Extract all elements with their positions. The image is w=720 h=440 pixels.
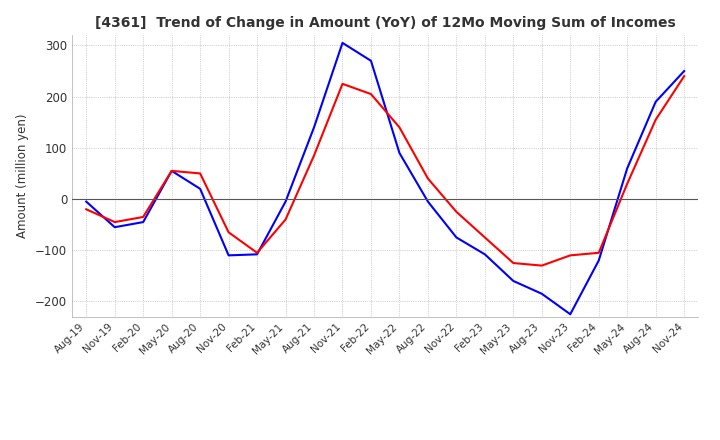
Ordinary Income (139, 220, 148, 225)
Ordinary Income (225, 253, 233, 258)
Ordinary Income (196, 186, 204, 191)
Ordinary Income (338, 40, 347, 45)
Ordinary Income (366, 58, 375, 63)
Net Income (338, 81, 347, 87)
Ordinary Income (423, 199, 432, 204)
Ordinary Income (480, 252, 489, 257)
Title: [4361]  Trend of Change in Amount (YoY) of 12Mo Moving Sum of Incomes: [4361] Trend of Change in Amount (YoY) o… (95, 16, 675, 30)
Ordinary Income (110, 224, 119, 230)
Net Income (110, 220, 119, 225)
Ordinary Income (537, 291, 546, 297)
Net Income (652, 117, 660, 122)
Y-axis label: Amount (million yen): Amount (million yen) (17, 114, 30, 238)
Net Income (595, 250, 603, 256)
Ordinary Income (652, 99, 660, 104)
Net Income (139, 214, 148, 220)
Ordinary Income (623, 166, 631, 171)
Ordinary Income (310, 125, 318, 130)
Net Income (82, 207, 91, 212)
Net Income (196, 171, 204, 176)
Ordinary Income (167, 168, 176, 173)
Net Income (680, 73, 688, 79)
Net Income (566, 253, 575, 258)
Net Income (623, 181, 631, 186)
Ordinary Income (282, 199, 290, 204)
Net Income (167, 168, 176, 173)
Net Income (395, 125, 404, 130)
Ordinary Income (395, 150, 404, 156)
Net Income (225, 230, 233, 235)
Net Income (310, 153, 318, 158)
Ordinary Income (595, 258, 603, 263)
Ordinary Income (566, 312, 575, 317)
Net Income (282, 217, 290, 222)
Net Income (253, 250, 261, 256)
Ordinary Income (452, 235, 461, 240)
Ordinary Income (253, 252, 261, 257)
Net Income (480, 235, 489, 240)
Line: Net Income: Net Income (86, 76, 684, 266)
Net Income (423, 176, 432, 181)
Line: Ordinary Income: Ordinary Income (86, 43, 684, 314)
Net Income (509, 260, 518, 266)
Net Income (366, 92, 375, 97)
Ordinary Income (509, 279, 518, 284)
Net Income (452, 209, 461, 214)
Ordinary Income (82, 199, 91, 204)
Ordinary Income (680, 68, 688, 73)
Net Income (537, 263, 546, 268)
